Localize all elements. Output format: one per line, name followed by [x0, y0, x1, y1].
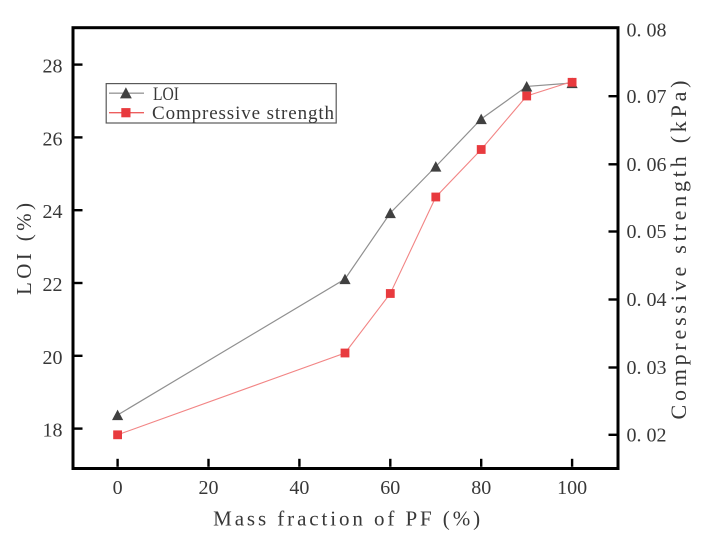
svg-text:22: 22: [43, 274, 63, 296]
svg-text:LOI (%): LOI (%): [12, 203, 36, 295]
svg-text:100: 100: [557, 477, 587, 499]
svg-text:0. 05: 0. 05: [627, 221, 667, 243]
svg-text:0. 03: 0. 03: [627, 357, 667, 379]
svg-text:Compressive strength: Compressive strength: [152, 103, 335, 124]
svg-text:Compressive strength (kPa): Compressive strength (kPa): [666, 81, 691, 420]
svg-text:0. 04: 0. 04: [627, 289, 667, 311]
svg-text:0. 07: 0. 07: [627, 86, 667, 108]
svg-text:18: 18: [43, 420, 63, 442]
svg-text:24: 24: [43, 201, 63, 223]
svg-text:26: 26: [43, 128, 63, 150]
svg-text:80: 80: [471, 477, 491, 499]
svg-text:0. 08: 0. 08: [627, 20, 667, 42]
svg-text:60: 60: [380, 477, 400, 499]
svg-text:0. 06: 0. 06: [627, 154, 667, 176]
svg-text:0. 02: 0. 02: [627, 425, 667, 447]
svg-text:Mass fraction of PF (%): Mass fraction of PF (%): [213, 507, 480, 531]
svg-text:28: 28: [43, 56, 63, 78]
svg-text:0: 0: [113, 477, 123, 499]
svg-text:LOI: LOI: [153, 84, 179, 105]
svg-text:20: 20: [43, 347, 63, 369]
svg-text:20: 20: [199, 477, 219, 499]
svg-text:40: 40: [289, 477, 309, 499]
